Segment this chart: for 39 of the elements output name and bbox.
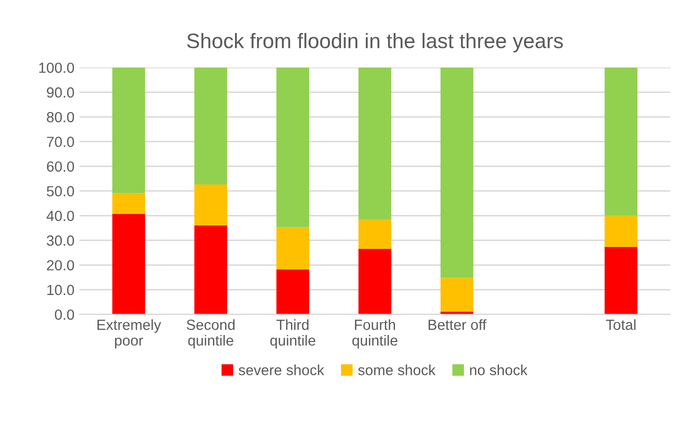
y-tick-label: 90.0	[46, 87, 74, 98]
bar	[276, 269, 310, 314]
bar	[440, 68, 474, 278]
y-tick-label: 10.0	[47, 284, 74, 296]
legend-label: severe shock	[238, 364, 324, 376]
bar	[112, 68, 146, 194]
y-tick-label: 50.0	[46, 186, 74, 196]
bar	[112, 193, 146, 214]
bar	[276, 227, 310, 270]
x-tick-label: Extremely poor	[97, 319, 162, 349]
bar	[358, 248, 392, 314]
bar	[358, 68, 392, 220]
x-tick-label: Fourth quintile	[352, 319, 398, 349]
x-tick-label: Second quintile	[186, 319, 235, 349]
bar	[194, 226, 228, 314]
bar	[604, 68, 638, 216]
y-tick-label: 40.0	[46, 210, 74, 222]
y-tick-label: 0.0	[54, 309, 74, 320]
bar	[358, 220, 392, 249]
chart-title: Shock from floodin in the last three years	[187, 32, 563, 52]
bar	[440, 312, 474, 314]
y-tick-label: 30.0	[46, 235, 74, 246]
x-tick-label: Total	[606, 319, 636, 330]
bar	[604, 216, 638, 247]
y-tick-label: 80.0	[46, 112, 74, 122]
y-tick-label: 20.0	[46, 260, 74, 270]
y-tick-label: 70.0	[46, 136, 74, 148]
legend-label: no shock	[470, 364, 528, 376]
bar	[604, 246, 638, 314]
legend-label: some shock	[358, 364, 436, 376]
x-tick-label: Better off	[428, 319, 486, 330]
y-tick-label: 100.0	[39, 62, 74, 73]
bar	[440, 278, 474, 312]
bar	[194, 184, 228, 226]
bar	[112, 214, 146, 314]
bar	[276, 68, 310, 228]
y-tick-label: 60.0	[46, 161, 74, 172]
bar	[194, 68, 228, 185]
x-tick-label: Third quintile	[270, 319, 316, 349]
